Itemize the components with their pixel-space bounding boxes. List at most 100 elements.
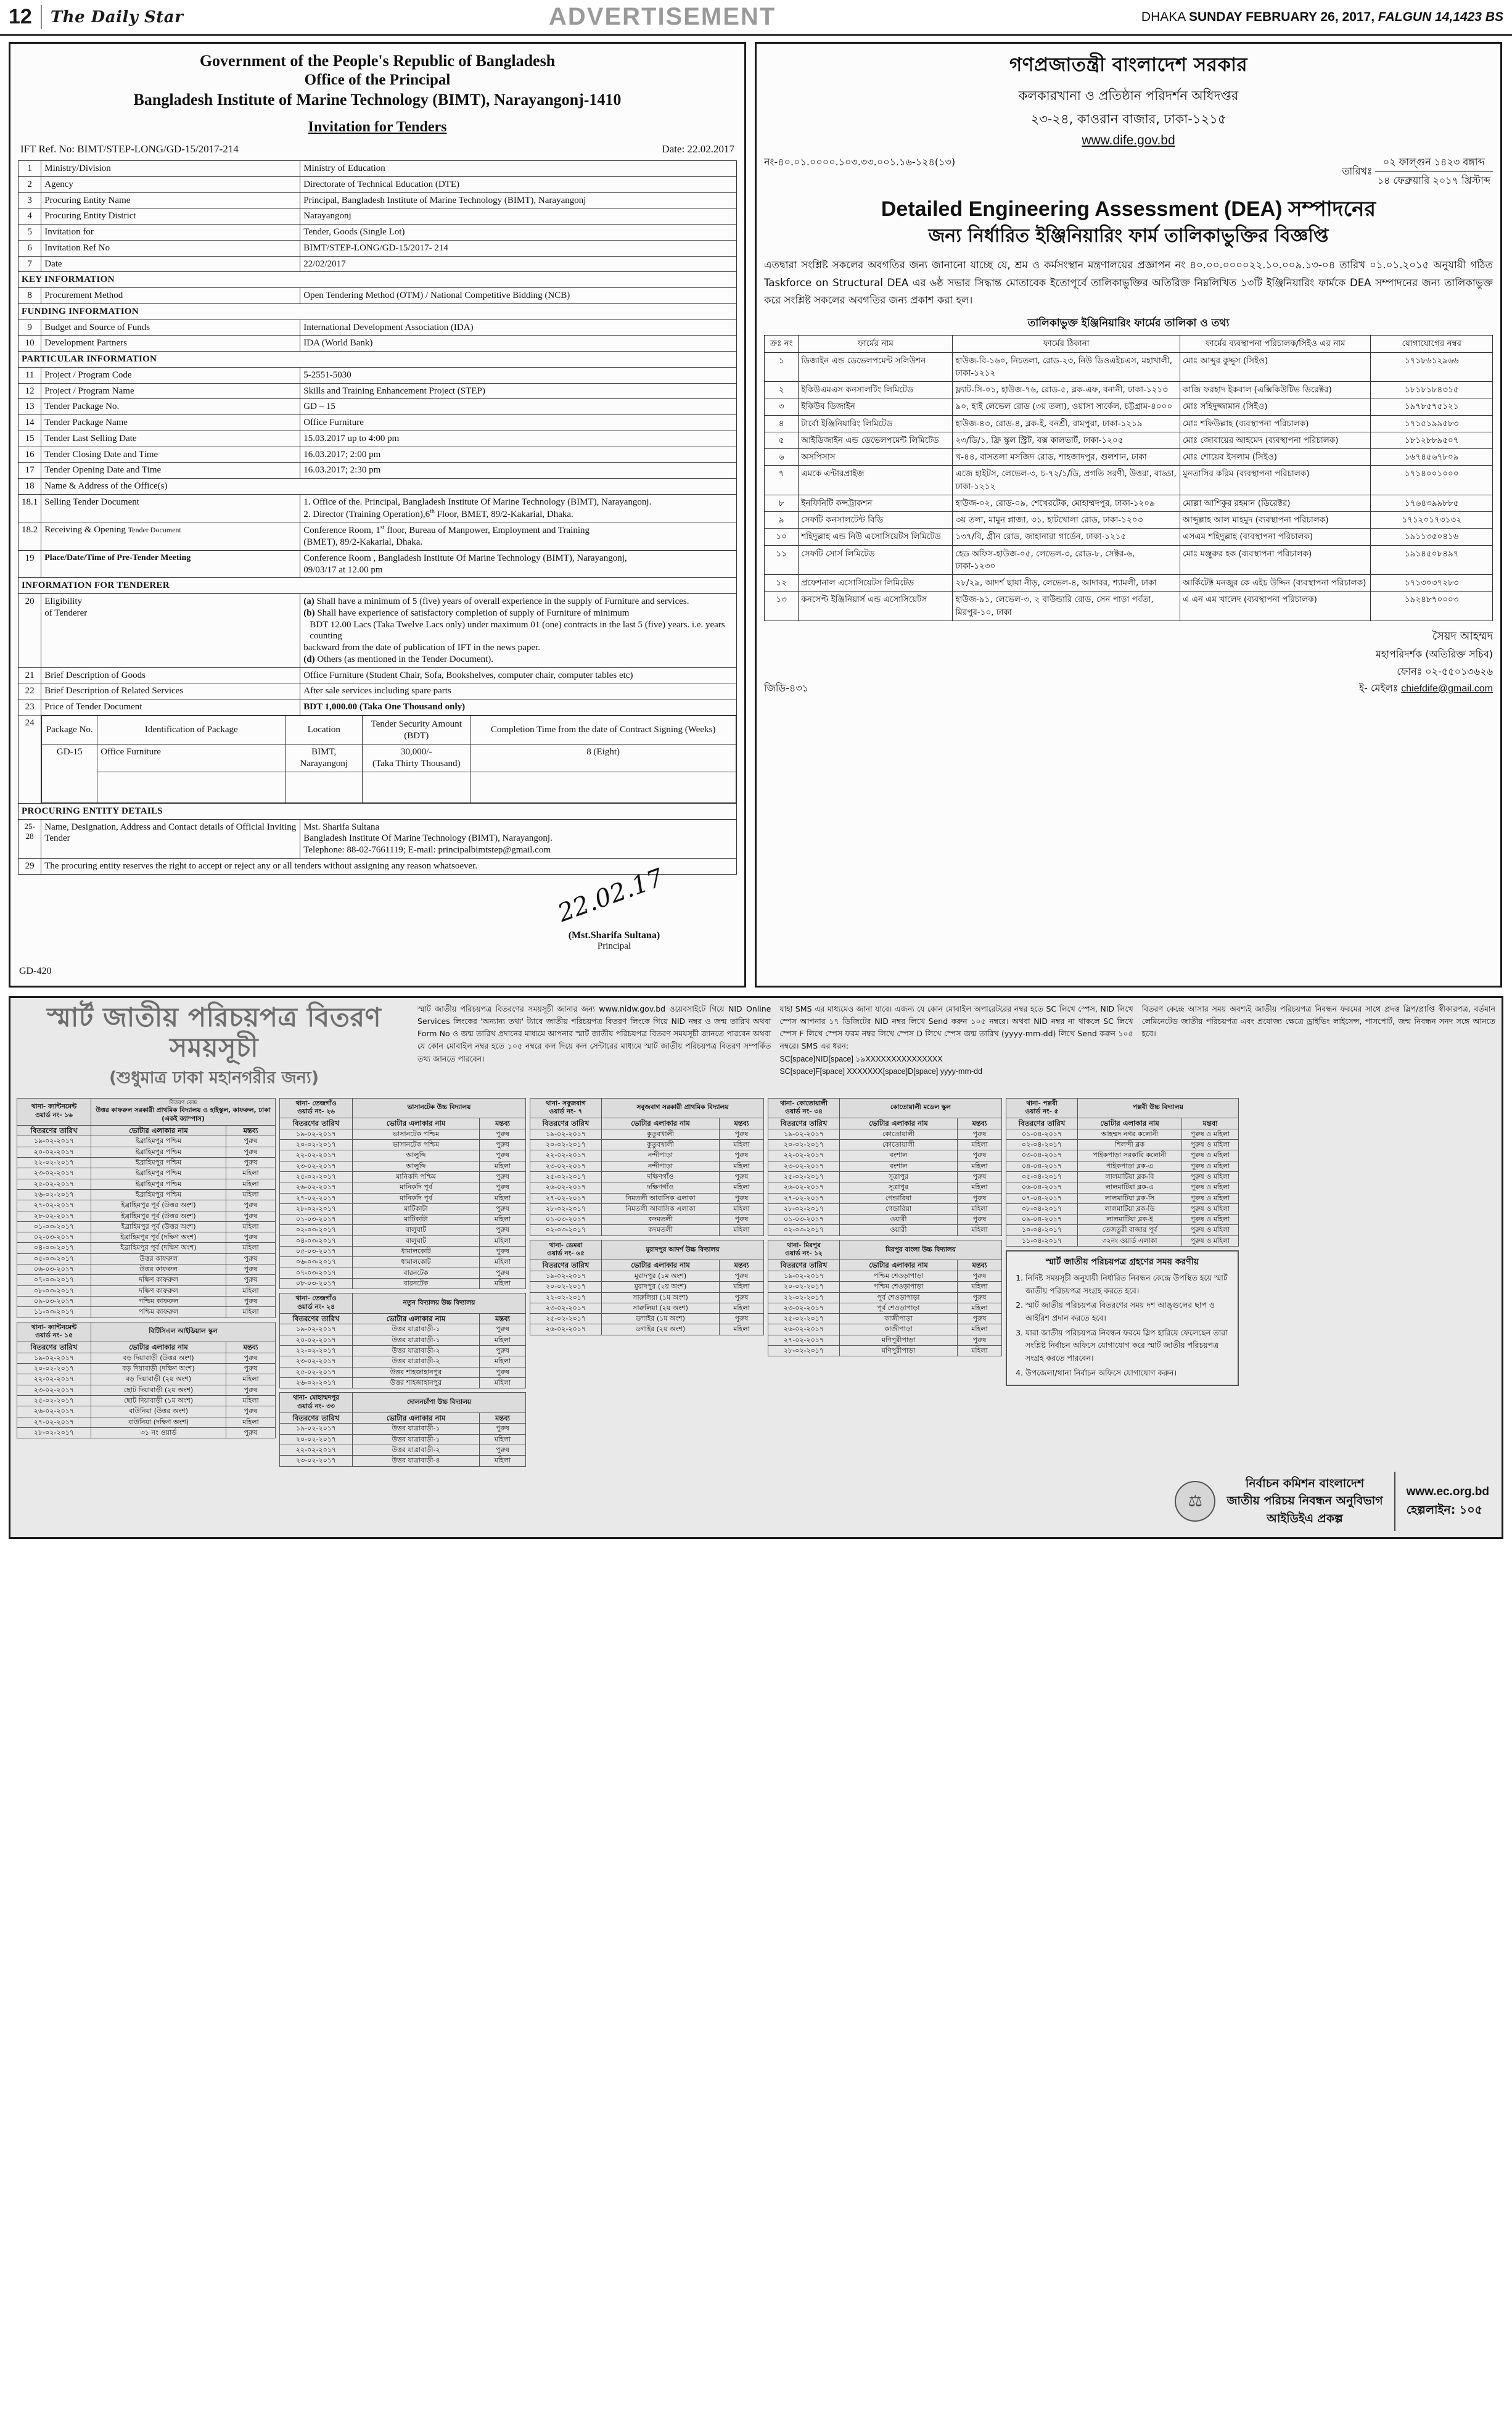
nid-grid-column-5: থানা- পল্লবী ওয়ার্ড নং- ৫ পল্লবী উচ্চ ব… [1006, 1097, 1239, 1387]
row-note: পুরুষ [719, 1292, 764, 1303]
list-item: ০৭-০৩-২০১৭ দক্ষিণ কাফরুল পুরুষ [17, 1274, 276, 1286]
row-area: ইব্রাহিমপুর পূর্ব (দক্ষিণ অংশ) [91, 1232, 226, 1243]
firm-serial: ১২ [763, 574, 799, 592]
row-no: 15 [17, 430, 42, 447]
center-caption-row: থানা- কোতোয়ালী ওয়ার্ড নং- ৩৪ কোতোয়ালী… [768, 1097, 1002, 1118]
row-area: কুতুবখালী [601, 1128, 720, 1140]
date-bangla: ০২ ফাল্গুন ১৪২৩ বঙ্গাব্দ [1374, 154, 1493, 172]
dife-website-link[interactable]: www.dife.gov.bd [1082, 133, 1175, 147]
ec-division: জাতীয় পরিচয় নিবন্ধন অনুবিভাগ [1226, 1494, 1383, 1508]
row-note: পুরুষ ও মহিলা [1181, 1171, 1239, 1183]
row-value: 22/02/2017 [300, 255, 737, 273]
cell-completion: 8 (Eight) [470, 744, 736, 772]
row-note: পুরুষ [719, 1150, 764, 1161]
receiving-office-1a: Conference Room, 1 [303, 526, 380, 536]
eligibility-b: (b) Shall have experience of satisfactor… [303, 608, 733, 619]
table-row: 22 Brief Description of Related Services A… [17, 683, 737, 700]
row-area: ওয়ারী [839, 1214, 958, 1226]
row-value: BIMT/STEP-LONG/GD-15/2017- 214 [300, 239, 737, 257]
tender-table: 1 Ministry/Division Ministry of Education … [17, 160, 737, 875]
row-note: মহিলা [226, 1285, 276, 1297]
column-header-row: বিতরণের তারিখ ভোটার এলাকার নাম মন্তব্য [17, 1341, 276, 1353]
row-date: ২৮-০২-২০১৭ [17, 1427, 91, 1439]
column-header-row: বিতরণের তারিখ ভোটার এলাকার নাম মন্তব্য [768, 1260, 1002, 1271]
row-area: বাউনিয়া (দক্ষিণ অংশ) [91, 1416, 226, 1428]
row-date: ২৭-০২-২০১৭ [768, 1192, 840, 1204]
thana-cell: থানা- ক্যান্টনমেন্ট ওয়ার্ড নং- ১৬ [17, 1097, 91, 1126]
center-name-cell: বিটিসিএল আইডিয়াল স্কুল [91, 1321, 276, 1342]
row-value: Open Tendering Method (OTM) / National C… [300, 287, 737, 304]
row-area: গেন্ডারিয়া [839, 1192, 958, 1204]
row-note: মহিলা [719, 1203, 764, 1215]
table-row: 3 Procuring Entity Name Principal, Banglad… [17, 192, 737, 209]
firm-serial: ৯ [763, 511, 799, 529]
list-item: ২৭-০২-২০১৭ ইব্রাহিমপুর পূর্ব (উত্তর অংশ) প… [17, 1200, 276, 1211]
nid-title-line1: স্মার্ট জাতীয় পরিচয়পত্র বিতরণ সময়সূচী [46, 1002, 382, 1064]
col-voter-area: ভোটার এলাকার নাম [352, 1117, 480, 1129]
selling-office-2b: Floor, BMET, 89/2-Kakarial, Dhaka. [434, 509, 573, 519]
ward-number: ওয়ার্ড নং- ৫ [1025, 1108, 1059, 1116]
nid-title-block: স্মার্ট জাতীয় পরিচয়পত্র বিতরণ সময়সূচী… [17, 1002, 411, 1093]
instruction-item: যারা জাতীয় পরিচয়পত্র নিবন্ধন ফরমে স্লি… [1025, 1327, 1231, 1365]
row-no: 3 [17, 192, 42, 209]
dife-signer-name: সৈয়দ আহম্মদ [1432, 629, 1493, 643]
row-note: পুরুষ ও মহিলা [1181, 1203, 1239, 1215]
package-header-row: Package No. Identification of Package Lo… [41, 715, 736, 745]
row-area: উত্তর কাফরুল [91, 1253, 226, 1265]
row-note: পুরুষ [479, 1366, 526, 1378]
row-no: 12 [17, 382, 42, 400]
row-note: পুরুষ [957, 1270, 1002, 1282]
firm-phone: ১৯২৪৮৭০০০৩ [1370, 591, 1493, 621]
eligibility-d: (d) Others (as mentioned in the Tender D… [303, 654, 733, 666]
list-item: ১৯-০২-২০১৭ ইব্রাহিমপুর পশ্চিম পুরুষ [17, 1136, 276, 1147]
row-label-main: Receiving & Opening [44, 525, 128, 535]
row-label: Project / Program Code [41, 366, 301, 384]
ec-website[interactable]: www.ec.org.bd [1406, 1485, 1489, 1499]
row-value: 16.03.2017; 2:30 pm [300, 462, 737, 479]
row-no: 10 [17, 335, 42, 352]
list-item: ০৬-০৪-২০১৭ লালমাটিয়া ব্লক-এ পুরুষ ও মহিলা [1006, 1182, 1239, 1194]
row-note: মহিলা [226, 1395, 276, 1407]
row-note: পুরুষ [226, 1264, 276, 1276]
schedule-rows: ১৯-০২-২০১৭ উত্তর যাত্রাবাড়ী-১ পুরুষ ২০-০২… [279, 1324, 526, 1389]
row-area: ৩১ নং ওয়ার্ড [91, 1427, 226, 1439]
section-header-row: FUNDING INFORMATION [18, 303, 737, 320]
row-area: পশ্চিম কাফরুল [91, 1306, 226, 1318]
dife-signer-email[interactable]: chiefdife@gmail.com [1401, 683, 1493, 694]
list-item: ২২-০২-২০১৭ সারুলিয়া (১ম অংশ) পুরুষ [530, 1292, 764, 1303]
row-label: Brief Description of Goods [41, 667, 301, 684]
row-date: ০৮-০৩-২০১৭ [17, 1285, 91, 1297]
row-note: মহিলা [226, 1374, 276, 1385]
row-date: ১৯-০২-২০১৭ [768, 1270, 840, 1282]
row-note: পুরুষ [226, 1406, 276, 1417]
row-note: মহিলা [226, 1221, 276, 1233]
dife-notice-ad: গণপ্রজাতন্ত্রী বাংলাদেশ সরকার কলকারখানা … [755, 42, 1502, 988]
row-date: ২৬-০২-২০১৭ [17, 1406, 91, 1417]
row-area: উত্তর যাত্রাবাড়ী-৪ [352, 1455, 480, 1467]
row-note: পুরুষ [226, 1200, 276, 1211]
col-voter-area: ভোটার এলাকার নাম [91, 1124, 226, 1137]
row-area: ভাসানটেক পশ্চিম [352, 1139, 480, 1151]
row-area: ইব্রাহিমপুর পশ্চিম [91, 1168, 226, 1179]
thana-cell: থানা- পল্লবী ওয়ার্ড নং- ৫ [1006, 1097, 1078, 1118]
row-value: Conference Room , Bangladesh Institute O… [300, 550, 737, 579]
center-name: বিটিসিএল আইডিয়াল স্কুল [149, 1327, 218, 1335]
thana-name: থানা- তেজগাঁও [295, 1295, 337, 1303]
date-english: ১৪ ফেব্রুয়ারি ২০১৭ খ্রিস্টাব্দ [1377, 175, 1490, 186]
firm-md: মোঃ সহিদুজ্জামান (সিইও) [1180, 398, 1371, 416]
row-date: ২২-০২-২০১৭ [279, 1150, 353, 1161]
firm-serial: ১৩ [763, 591, 799, 621]
row-note: পুরুষ [957, 1192, 1002, 1204]
col-managing-director: ফার্মের ব্যবস্থাপনা পরিচালক/সিইও এর নাম [1180, 335, 1371, 353]
section-header-row: KEY INFORMATION [18, 271, 737, 289]
row-area: সারুলিয়া (২য় অংশ) [601, 1302, 720, 1314]
row-note: মহিলা [226, 1178, 276, 1190]
row-date: ২৭-০২-২০১৭ [17, 1200, 91, 1211]
row-area: উত্তর কাফরুল [91, 1264, 226, 1276]
row-area: লালমাটিয়া ব্লক-সি [1077, 1192, 1182, 1204]
receiving-office-1b: floor, Bureau of Manpower, Employment an… [384, 526, 590, 536]
row-note: পুরুষ ও মহিলা [1181, 1182, 1239, 1194]
table-row: ১৩ কনসেপ্ট ইঞ্জিনিয়ার্স এন্ড এসোসিয়েটস হ… [763, 591, 1493, 621]
table-row: 16 Tender Closing Date and Time 16.03.2017… [17, 446, 737, 463]
row-note: পুরুষ ও মহিলা [1181, 1150, 1239, 1161]
